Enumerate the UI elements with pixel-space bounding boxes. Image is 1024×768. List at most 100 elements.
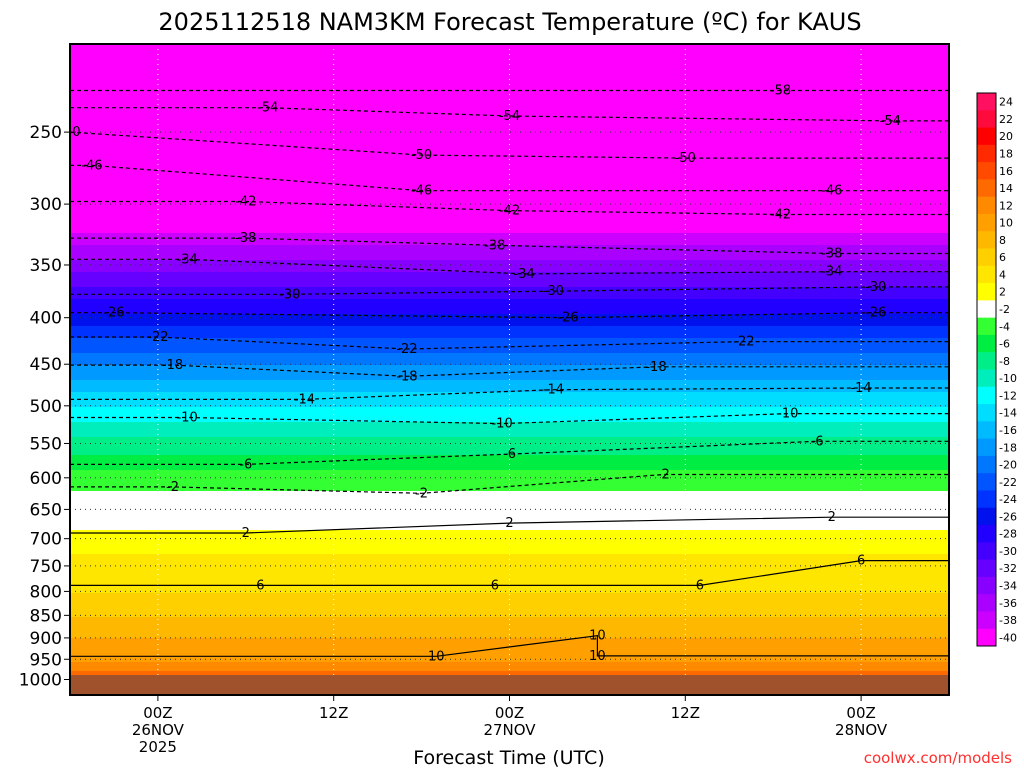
contour-label: -30 [543, 284, 564, 299]
colorbar-label: 6 [999, 251, 1006, 264]
colorbar-label: -24 [999, 493, 1017, 506]
colorbar-swatch [977, 559, 996, 578]
colorbar-label: 14 [999, 182, 1013, 195]
colorbar-label: -30 [999, 545, 1017, 558]
colorbar-swatch [977, 265, 996, 284]
colorbar-swatch [977, 525, 996, 543]
contour-label: -26 [865, 306, 886, 321]
contour-label: -22 [147, 330, 168, 345]
y-tick-label: 250 [30, 123, 62, 143]
contour-label: -10 [777, 407, 798, 422]
colorbar-swatch [977, 386, 996, 405]
colorbar-swatch [977, 127, 996, 146]
watermark: coolwx.com/models [864, 749, 1012, 767]
temperature-band [70, 470, 949, 492]
x-tick-label: 28NOV [835, 721, 888, 739]
x-tick-label: 00Z [143, 704, 172, 722]
temperature-band [70, 338, 949, 354]
contour-label: -22 [396, 342, 417, 357]
temperature-band [70, 437, 949, 456]
colorbar-label: 18 [999, 147, 1013, 160]
y-tick-label: 750 [30, 557, 62, 577]
colorbar-label: -20 [999, 459, 1017, 472]
isotherm-line [70, 312, 949, 319]
colorbar-swatch [977, 421, 996, 440]
contour-label: 6 [857, 554, 865, 569]
isotherm-line [70, 286, 949, 295]
colorbar: 24 22 20 18 16 14 12 10 8 6 4 2 -2 -4 -6 -8 -10 -12 -14 -16… [976, 92, 1017, 647]
temperature-field [70, 44, 949, 695]
contour-label: -54 [880, 114, 901, 129]
contour-label: -50 [59, 125, 80, 140]
contour-label: -26 [103, 306, 124, 321]
y-tick-label: 450 [30, 355, 62, 375]
y-tick-label: 850 [30, 606, 62, 626]
contour-label: -26 [557, 311, 578, 326]
contour-label: -30 [865, 280, 886, 295]
isotherm-line [70, 413, 949, 425]
colorbar-swatch [977, 490, 996, 509]
colorbar-swatch [977, 231, 996, 250]
contour-label: 2 [828, 510, 836, 525]
contour-label: -2 [415, 486, 428, 501]
x-tick-label: 2025 [139, 738, 177, 756]
contour-label: -54 [257, 101, 278, 116]
temperature-band [70, 530, 949, 555]
colorbar-label: -40 [999, 631, 1017, 644]
contour-label: -42 [235, 194, 256, 209]
colorbar-label: 24 [999, 96, 1013, 109]
isotherm-line [70, 237, 949, 255]
isotherm-line [70, 635, 949, 657]
colorbar-label: -18 [999, 441, 1017, 454]
contour-label: -18 [396, 369, 417, 384]
y-tick-label: 900 [30, 629, 62, 649]
colorbar-swatch [977, 110, 996, 129]
y-tick-label: 950 [30, 650, 62, 670]
colorbar-frame [976, 92, 997, 647]
colorbar-label: 8 [999, 234, 1006, 247]
contour-label: -38 [235, 231, 256, 246]
y-tick-label: 700 [30, 530, 62, 550]
contour-label: 10 [428, 649, 445, 664]
isotherm-line [70, 364, 949, 377]
x-tick-label: 00Z [846, 704, 875, 722]
colorbar-label: -14 [999, 407, 1017, 420]
pressure-axis: 250 300 350 400 450 500 550 600 650 700 750 800 850 9… [19, 123, 70, 691]
y-tick-label: 400 [30, 309, 62, 329]
isotherm-line [70, 473, 949, 494]
colorbar-label: -6 [999, 338, 1010, 351]
chart-title: 2025112518 NAM3KM Forecast Temperature (… [158, 8, 861, 36]
colorbar-label: -16 [999, 424, 1017, 437]
colorbar-label: 10 [999, 217, 1013, 230]
contour-label: -6 [811, 434, 824, 449]
y-tick-label: 550 [30, 434, 62, 454]
colorbar-swatch [977, 628, 996, 647]
contour-label: 6 [256, 578, 264, 593]
temperature-band [70, 638, 949, 663]
isotherm-line [70, 336, 949, 350]
contour-label: -42 [499, 204, 520, 219]
temperature-band [70, 314, 949, 327]
x-tick-label: 00Z [495, 704, 524, 722]
y-tick-label: 800 [30, 582, 62, 602]
x-tick-label: 27NOV [483, 721, 536, 739]
contour-label: -14 [294, 392, 315, 407]
temperature-band [70, 455, 949, 471]
temperature-band [70, 287, 949, 300]
isotherm-line [70, 560, 949, 586]
colorbar-label: 22 [999, 113, 1013, 126]
y-tick-label: 600 [30, 469, 62, 489]
contour-label: -50 [675, 151, 696, 166]
colorbar-swatch [977, 300, 996, 319]
temperature-band [70, 617, 949, 639]
contour-label: -6 [503, 447, 516, 462]
contour-label: 6 [696, 578, 704, 593]
colorbar-label: -34 [999, 580, 1017, 593]
colorbar-swatch [977, 576, 996, 595]
x-tick-label: 12Z [319, 704, 348, 722]
temperature-band [70, 593, 949, 618]
colorbar-label: -4 [999, 320, 1010, 333]
colorbar-label: -10 [999, 372, 1017, 385]
colorbar-label: -26 [999, 510, 1017, 523]
